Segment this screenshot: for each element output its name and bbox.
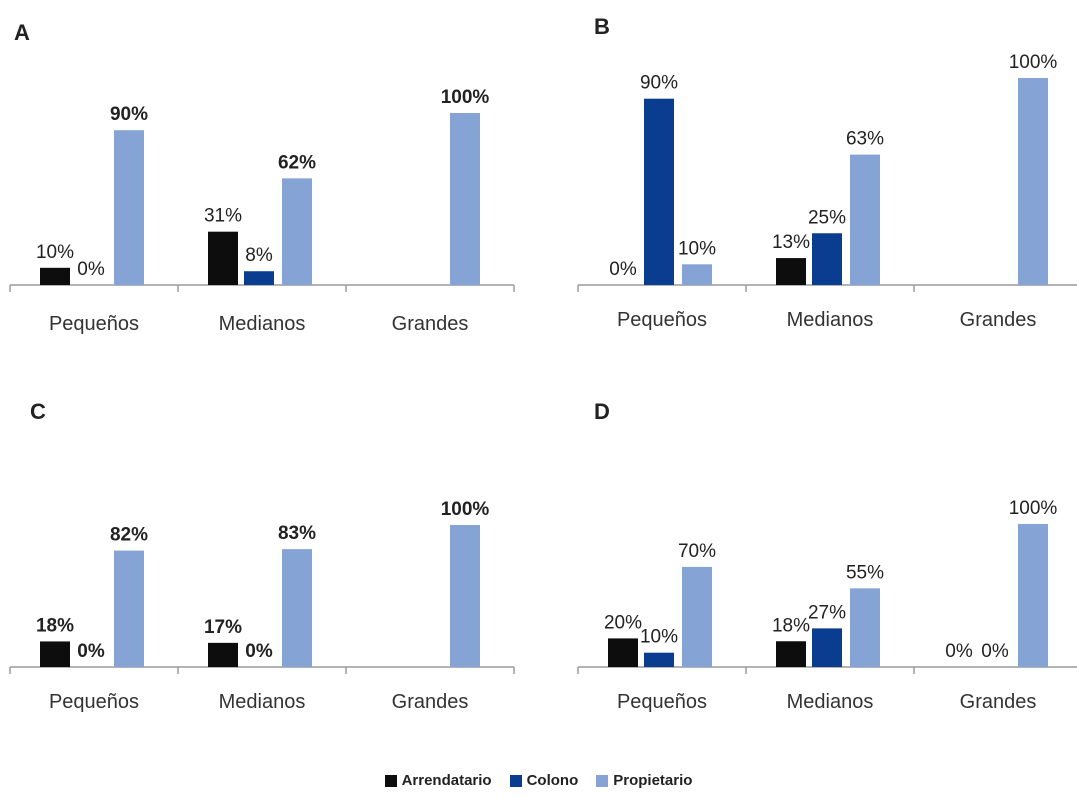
legend-label-arrendatario: Arrendatario [401,772,492,789]
bar-a-arrendatario-medianos [208,231,238,285]
category-label-d-grandes: Grandes [960,691,1037,713]
category-label-b-medianos: Medianos [787,309,874,331]
bar-b-colono-pequenos [644,98,674,285]
bar-d-arrendatario-pequenos [608,638,638,667]
bar-b-arrendatario-medianos [776,258,806,285]
category-label-c-pequenos: Pequeños [49,691,139,713]
bar-b-propietario-grandes [1018,78,1048,285]
data-label-b-arrendatario-pequenos: 0% [609,259,637,280]
category-label-a-pequenos: Pequeños [49,313,139,335]
bar-b-colono-medianos [812,233,842,285]
data-label-d-arrendatario-medianos: 18% [772,615,810,636]
data-label-d-arrendatario-pequenos: 20% [604,612,642,633]
data-label-a-propietario-pequenos: 90% [110,104,148,125]
bar-d-colono-pequenos [644,652,674,667]
bar-b-propietario-pequenos [682,264,712,285]
data-label-d-propietario-grandes: 100% [1009,498,1058,519]
legend-swatch-colono [509,774,522,787]
bar-d-propietario-medianos [850,588,880,667]
legend-item-arrendatario: Arrendatario [384,772,492,789]
legend-label-propietario: Propietario [613,772,693,789]
bar-d-colono-medianos [812,628,842,667]
data-label-a-propietario-medianos: 62% [278,152,316,173]
data-label-c-colono-pequenos: 0% [77,641,105,662]
data-label-b-arrendatario-medianos: 13% [772,232,810,253]
bar-d-arrendatario-medianos [776,641,806,667]
bar-c-propietario-pequenos [114,550,144,667]
category-label-c-grandes: Grandes [392,691,469,713]
bar-a-propietario-medianos [282,178,312,285]
panel-letter-a: A [14,20,30,45]
data-label-d-colono-pequenos: 10% [640,627,678,648]
data-label-c-arrendatario-pequenos: 18% [36,615,74,636]
category-label-c-medianos: Medianos [219,691,306,713]
panel-letter-b: B [594,14,610,39]
data-label-a-colono-medianos: 8% [245,245,273,266]
bar-d-propietario-grandes [1018,524,1048,667]
bar-a-arrendatario-pequenos [40,267,70,285]
data-label-d-propietario-medianos: 55% [846,562,884,583]
data-label-a-propietario-grandes: 100% [441,87,490,108]
bar-d-propietario-pequenos [682,566,712,667]
data-label-a-arrendatario-pequenos: 10% [36,242,74,263]
category-label-a-medianos: Medianos [219,313,306,335]
data-label-a-arrendatario-medianos: 31% [204,206,242,227]
data-label-c-propietario-medianos: 83% [278,523,316,544]
legend: Arrendatario Colono Propietario [0,772,1077,789]
data-label-b-colono-medianos: 25% [808,207,846,228]
data-label-b-colono-pequenos: 90% [640,73,678,94]
data-label-c-propietario-grandes: 100% [441,499,490,520]
data-label-b-propietario-medianos: 63% [846,129,884,150]
category-label-b-grandes: Grandes [960,309,1037,331]
legend-swatch-arrendatario [384,774,397,787]
legend-swatch-propietario [596,774,609,787]
bar-c-arrendatario-medianos [208,642,238,667]
category-label-d-pequenos: Pequeños [617,691,707,713]
legend-item-colono: Colono [509,772,579,789]
panel-letter-d: D [594,399,610,424]
data-label-d-arrendatario-grandes: 0% [945,641,973,662]
data-label-d-propietario-pequenos: 70% [678,541,716,562]
data-label-b-propietario-pequenos: 10% [678,238,716,259]
data-label-b-propietario-grandes: 100% [1009,52,1058,73]
legend-item-propietario: Propietario [596,772,692,789]
bar-a-propietario-grandes [450,113,480,285]
bar-c-propietario-medianos [282,549,312,667]
data-label-d-colono-grandes: 0% [981,641,1009,662]
data-label-d-colono-medianos: 27% [808,602,846,623]
bar-a-propietario-pequenos [114,130,144,285]
bar-c-propietario-grandes [450,525,480,667]
data-label-c-colono-medianos: 0% [245,641,273,662]
data-label-c-propietario-pequenos: 82% [110,525,148,546]
category-label-d-medianos: Medianos [787,691,874,713]
legend-label-colono: Colono [526,772,579,789]
bar-c-arrendatario-pequenos [40,641,70,667]
data-label-a-colono-pequenos: 0% [77,259,105,280]
category-label-a-grandes: Grandes [392,313,469,335]
data-label-c-arrendatario-medianos: 17% [204,617,242,638]
bar-b-propietario-medianos [850,154,880,285]
category-label-b-pequenos: Pequeños [617,309,707,331]
panel-letter-c: C [30,399,46,424]
bar-a-colono-medianos [244,271,274,285]
